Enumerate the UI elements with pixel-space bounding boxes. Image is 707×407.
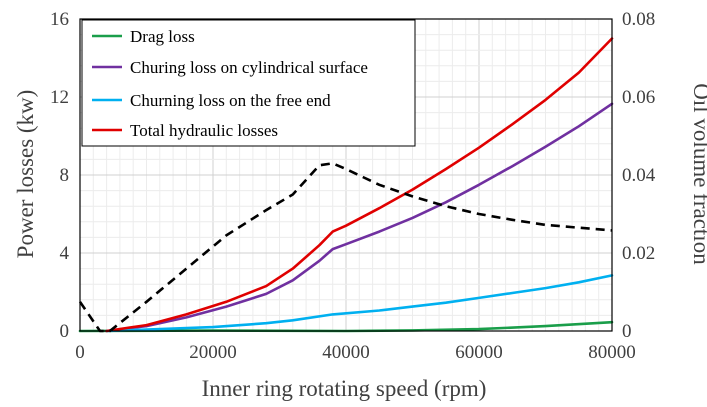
x-tick-label: 20000 [189,342,237,363]
x-tick-label: 40000 [322,342,370,363]
x-tick-label: 80000 [588,342,636,363]
y-tick-label: 0 [60,321,70,342]
y-tick-label: 16 [50,9,69,30]
series-churing-cylindrical [105,102,614,333]
legend: Drag loss Churing loss on cylindrical su… [81,19,416,147]
y-tick-labels: 0 4 8 12 16 [50,9,70,342]
plot-frame [79,18,613,332]
y2-axis-title: Oil volume fraction [689,83,707,265]
legend-label-free-end: Churning loss on the free end [130,91,331,110]
y2-tick-label: 0.04 [622,165,656,186]
legend-label-cylindrical: Churing loss on cylindrical surface [130,58,368,77]
series-oil-volume-fraction [78,162,613,333]
y-tick-label: 8 [60,165,70,186]
y-tick-label: 12 [50,87,69,108]
y2-tick-label: 0.08 [622,9,655,30]
x-tick-label: 60000 [455,342,503,363]
legend-box [81,19,416,147]
y2-tick-label: 0.06 [622,87,655,108]
y-axis-title: Power losses (kw) [13,90,38,259]
legend-label-drag-loss: Drag loss [130,27,195,46]
legend-label-total: Total hydraulic losses [130,121,278,140]
y-tick-label: 4 [60,243,70,264]
x-tick-label: 0 [75,342,85,363]
y2-tick-label: 0.02 [622,243,655,264]
series-total-hydraulic [105,37,614,333]
series-churning-free-end [105,274,614,333]
y2-tick-label: 0 [622,321,632,342]
x-axis-title: Inner ring rotating speed (rpm) [202,376,487,401]
x-tick-labels: 0 20000 40000 60000 80000 [75,342,636,363]
y2-tick-labels: 0 0.02 0.04 0.06 0.08 [622,9,656,342]
